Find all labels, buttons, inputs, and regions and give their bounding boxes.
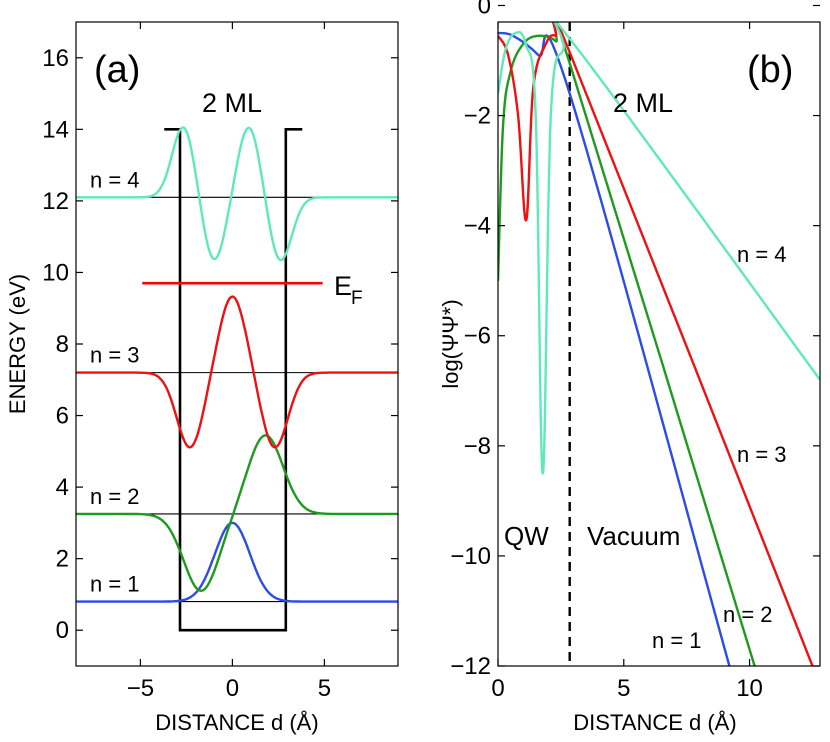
wavefunction-n4: [76, 126, 398, 262]
panel-b: 0 5 10 −12 −10 −8 −6 −4 −2 0 (b) 2 ML QW Vacuum D…: [438, 0, 821, 735]
panel-b-ytick-label: −12: [450, 653, 491, 680]
log-density-n4: [498, 22, 820, 475]
panel-b-ytick-label: −8: [464, 433, 491, 460]
region-label-qw: QW: [504, 521, 549, 551]
panel-a-xtick-label: 0: [226, 675, 239, 702]
panel-b-ylabel: log(ΨΨ*): [438, 299, 463, 388]
level-label-n1: n = 1: [90, 572, 140, 597]
panel-a-xtick-label: −5: [127, 675, 154, 702]
level-label-n3: n = 3: [90, 343, 140, 368]
panel-a-ytick-label: 16: [42, 45, 69, 72]
log-density-n1: [498, 31, 731, 666]
panel-a: −5 0 5 0 2 4 6 8 10 12 14 16 (a) 2 ML E F DISTANCE …: [5, 21, 399, 735]
panel-a-ylabel: ENERGY (eV): [5, 274, 30, 414]
panel-b-xtick-label: 0: [491, 675, 504, 702]
panel-a-ytick-label: 0: [56, 617, 69, 644]
panel-a-ytick-label: 12: [42, 188, 69, 215]
panel-b-frame: [497, 21, 821, 667]
panel-b-xlabel: DISTANCE d (Å): [573, 710, 736, 735]
series-label-n2: n = 2: [723, 602, 773, 627]
wavefunction-n2: [76, 434, 398, 593]
level-label-n4: n = 4: [90, 167, 140, 192]
panel-a-xtick-label: 5: [318, 675, 331, 702]
panel-b-ytick-label: −6: [464, 323, 491, 350]
panel-b-ytick-label: 0: [478, 0, 491, 19]
series-label-n1: n = 1: [652, 628, 702, 653]
log-density-n3: [498, 22, 814, 666]
panel-a-ytick-label: 4: [56, 474, 69, 501]
wavefunction-n3: [76, 295, 398, 449]
panel-a-annotation: 2 ML: [202, 88, 262, 118]
panel-a-ytick-label: 8: [56, 331, 69, 358]
panel-b-label: (b): [747, 49, 793, 91]
panel-b-annotation: 2 ML: [613, 88, 673, 118]
panel-a-ytick-label: 2: [56, 546, 69, 573]
panel-b-ytick-label: −4: [464, 213, 491, 240]
log-density-n2: [498, 22, 756, 666]
panel-a-ytick-label: 10: [42, 259, 69, 286]
series-label-n3: n = 3: [737, 442, 787, 467]
series-labels: n = 4 n = 3 n = 2 n = 1: [652, 242, 787, 653]
fermi-label-sub: F: [351, 288, 363, 309]
panel-a-xlabel: DISTANCE d (Å): [155, 710, 318, 735]
fermi-label: E F: [334, 271, 363, 309]
panel-a-ytick-label: 14: [42, 116, 69, 143]
fermi-label-e: E: [334, 271, 352, 301]
quantum-well: [164, 128, 303, 632]
panel-a-label: (a): [94, 49, 140, 91]
panel-b-ytick-label: −10: [450, 543, 491, 570]
panel-a-ytick-label: 6: [56, 403, 69, 430]
panel-b-ytick-label: −2: [464, 103, 491, 130]
wavefunction-n1: [76, 521, 398, 603]
panel-b-xtick-label: 10: [736, 675, 763, 702]
level-label-n2: n = 2: [90, 484, 140, 509]
region-label-vacuum: Vacuum: [587, 521, 680, 551]
series-label-n4: n = 4: [737, 242, 787, 267]
panel-b-xtick-label: 5: [617, 675, 630, 702]
